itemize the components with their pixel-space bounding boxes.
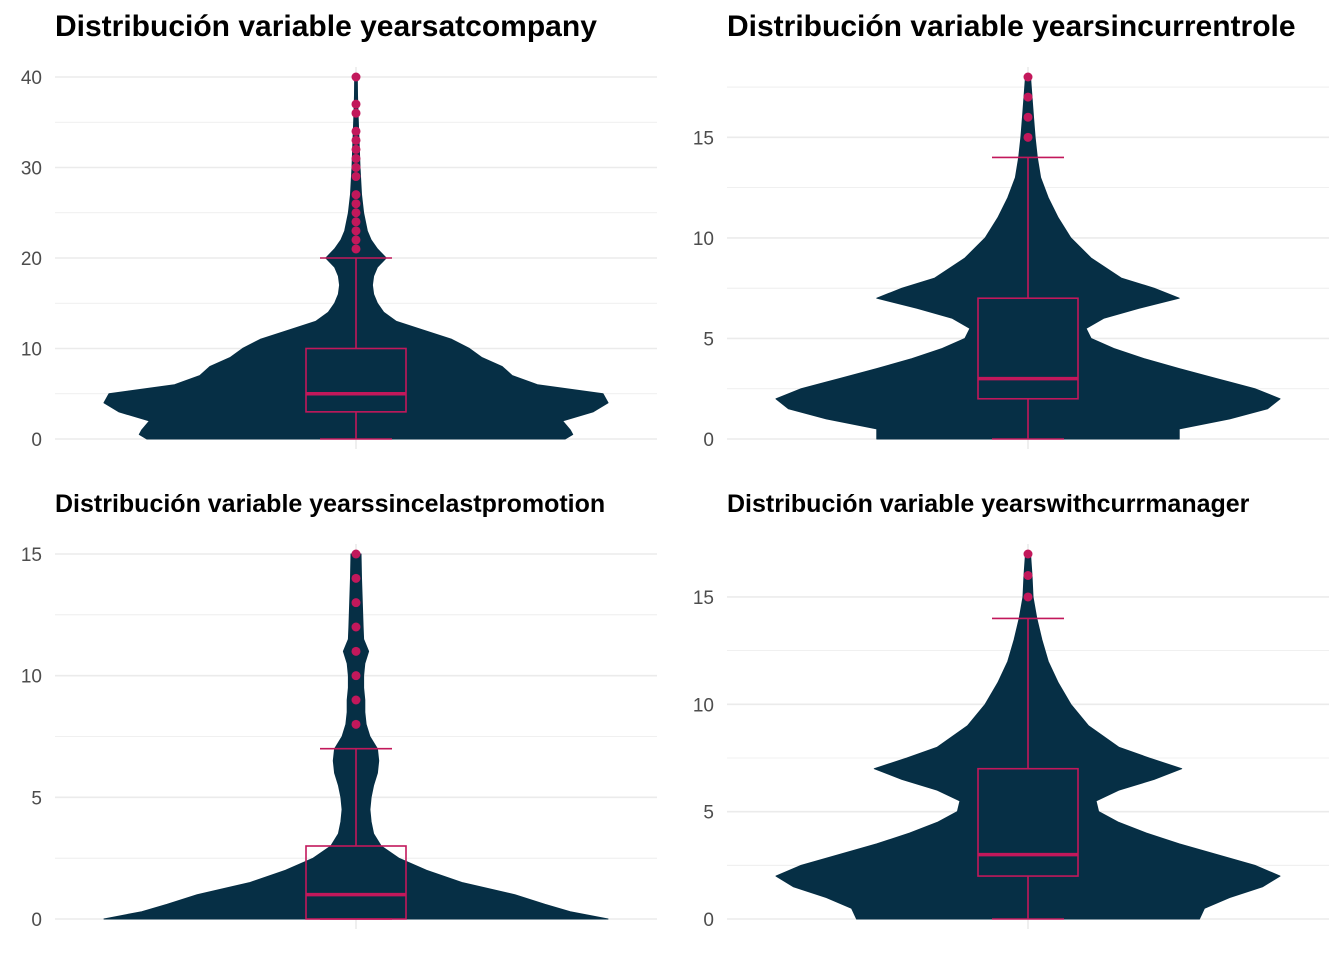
chart-title: Distribución variable yearsincurrentrole: [727, 10, 1296, 43]
chart-title: Distribución variable yearsatcompany: [55, 10, 597, 43]
outlier-point: [1023, 72, 1033, 82]
outlier-point: [351, 72, 361, 82]
chart-panel-yearssincelastpromotion: Distribución variable yearssincelastprom…: [0, 480, 672, 960]
outlier-point: [351, 719, 361, 729]
y-tick-label: 15: [693, 128, 714, 149]
y-tick-label: 0: [31, 430, 42, 451]
outlier-point: [351, 144, 361, 154]
outlier-point: [351, 99, 361, 109]
outlier-point: [351, 217, 361, 227]
chart-title: Distribución variable yearswithcurrmanag…: [727, 490, 1250, 518]
box-iqr: [305, 845, 407, 920]
y-tick-label: 10: [21, 340, 42, 361]
y-tick-label: 0: [703, 430, 714, 451]
outlier-point: [351, 199, 361, 209]
box-iqr: [977, 767, 1079, 877]
y-tick-label: 0: [703, 910, 714, 931]
y-tick-label: 40: [21, 68, 42, 89]
outlier-point: [351, 695, 361, 705]
outlier-point: [351, 190, 361, 200]
outlier-point: [351, 235, 361, 245]
outlier-point: [351, 163, 361, 172]
outlier-point: [351, 573, 361, 583]
outlier-point: [351, 671, 361, 681]
outlier-point: [351, 549, 361, 559]
outlier-point: [351, 646, 361, 656]
y-tick-label: 20: [21, 249, 42, 270]
violin-chart-yearsincurrentrole: 0 5 10 15: [693, 67, 1329, 451]
y-tick-label: 15: [21, 545, 42, 566]
outlier-point: [1023, 549, 1033, 559]
outlier-point: [351, 226, 361, 236]
outlier-point: [1023, 92, 1033, 102]
outlier-point: [351, 598, 361, 608]
outlier-point: [351, 208, 361, 218]
y-tick-label: 5: [703, 803, 714, 824]
box-iqr: [977, 297, 1079, 400]
violin-body: [103, 553, 609, 920]
violin-chart-yearswithcurrmanager: 0 5 10 15: [693, 544, 1329, 931]
y-tick-label: 15: [693, 588, 714, 609]
outlier-point: [1023, 112, 1033, 122]
violin-chart-yearssincelastpromotion: 0 5 10 15: [21, 544, 657, 931]
y-tick-label: 5: [31, 788, 42, 809]
outlier-point: [1023, 570, 1033, 580]
outlier-point: [351, 108, 361, 118]
outlier-point: [351, 153, 361, 163]
y-tick-label: 0: [31, 910, 42, 931]
y-tick-label: 30: [21, 159, 42, 180]
chart-panel-yearsatcompany: Distribución variable yearsatcompany 0 10…: [0, 0, 672, 480]
y-tick-label: 10: [21, 667, 42, 688]
chart-panel-yearsincurrentrole: Distribución variable yearsincurrentrole…: [672, 0, 1344, 480]
outlier-point: [1023, 132, 1033, 142]
y-tick-label: 10: [693, 695, 714, 716]
y-tick-label: 10: [693, 229, 714, 250]
outlier-point: [351, 126, 361, 136]
outlier-point: [351, 172, 361, 182]
box-iqr: [305, 347, 407, 413]
outlier-point: [351, 135, 361, 145]
outlier-point: [1023, 592, 1033, 602]
violin-chart-yearsatcompany: 0 10 20 30 40: [21, 67, 657, 451]
chart-panel-yearswithcurrmanager: Distribución variable yearswithcurrmanag…: [672, 480, 1344, 960]
outlier-point: [351, 244, 361, 254]
y-tick-label: 5: [703, 329, 714, 350]
outlier-point: [351, 622, 361, 632]
chart-title: Distribución variable yearssincelastprom…: [55, 490, 606, 518]
